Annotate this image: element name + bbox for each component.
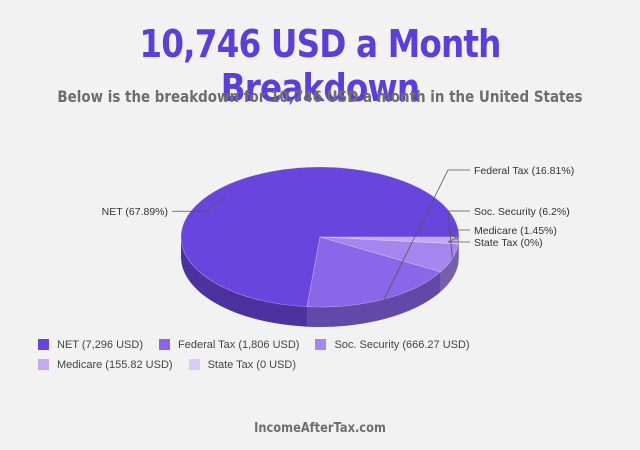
pie-side-1 [307,271,441,327]
leader-line [447,210,470,259]
legend-item-state-tax: State Tax (0 USD) [188,358,297,371]
slice-label-state-tax: State Tax (0%) [474,237,543,249]
legend-swatch [38,339,49,350]
legend-item-federal-tax: Federal Tax (1,806 USD) [159,338,299,351]
legend-swatch [38,359,49,370]
leader-line [383,169,470,300]
slice-label-federal-tax: Federal Tax (16.81%) [474,165,574,177]
leader-line [447,236,470,243]
leader-line [172,194,227,212]
slice-label-net: NET (67.89%) [102,206,168,218]
page-subtitle: Below is the breakdown for 10,746 USD a … [57,87,583,106]
legend-label: Medicare (155.82 USD) [57,358,173,371]
pie-side-3 [458,237,459,264]
slice-label-medicare: Medicare (1.45%) [474,225,557,237]
pie-side-2 [440,243,459,292]
pie-side-0 [181,237,308,327]
pie-slice-net [180,166,460,308]
legend-item-net: NET (7,296 USD) [38,338,143,351]
legend-swatch [159,339,170,350]
legend-label: Federal Tax (1,806 USD) [178,338,300,351]
legend-item-soc-security: Soc. Security (666.27 USD) [315,338,470,351]
site-footer: IncomeAfterTax.com [254,421,386,436]
legend-label: State Tax (0 USD) [207,358,297,371]
pie-top [180,166,460,308]
legend-swatch [315,339,327,350]
pie-slice-soc-security [319,236,459,273]
leader-line [447,229,470,241]
legend-item-medicare: Medicare (155.82 USD) [38,358,173,371]
slice-label-soc-security: Soc. Security (6.2%) [474,206,570,218]
pie-side [181,237,459,327]
pie-labels: NET (67.89%) Federal Tax (16.81%) Soc. Sec… [102,165,574,300]
legend-label: NET (7,296 USD) [57,338,143,351]
legend-swatch [188,359,200,370]
chart-legend: NET (7,296 USD) Federal Tax (1,806 USD) So… [38,338,618,371]
page-title: 10,746 USD a Month Breakdown [139,22,501,110]
legend-label: Soc. Security (666.27 USD) [334,338,470,351]
